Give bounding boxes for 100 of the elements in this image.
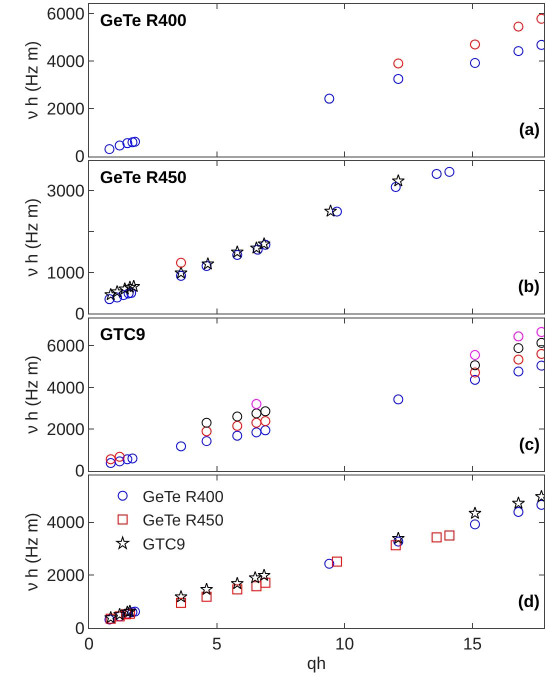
- point: [513, 354, 524, 365]
- point: [393, 536, 404, 547]
- point: [432, 532, 442, 542]
- chart-title: GTC9: [100, 325, 146, 344]
- point: [260, 425, 270, 436]
- point: [260, 578, 270, 588]
- point: [124, 288, 134, 298]
- point: [393, 58, 404, 68]
- point: [390, 182, 401, 192]
- y-tick-label: 2000: [46, 566, 85, 586]
- point: [248, 570, 262, 584]
- y-axis-title: ν h (Hz m): [22, 40, 42, 120]
- y-tick-label: 3000: [46, 182, 85, 201]
- y-tick-label: 4000: [46, 513, 85, 532]
- point: [202, 426, 212, 436]
- point: [470, 374, 480, 385]
- point: [104, 288, 118, 300]
- chart-title: GeTe R450: [100, 168, 187, 187]
- point: [110, 285, 124, 298]
- y-axis-title: ν h (Hz m): [22, 198, 42, 277]
- y-tick-label: 1000: [46, 264, 85, 283]
- annotation: (c): [519, 435, 540, 454]
- point: [432, 168, 442, 179]
- point: [174, 266, 188, 279]
- point: [106, 454, 116, 464]
- legend-label: GeTe R450: [142, 512, 224, 530]
- point: [114, 140, 125, 151]
- point: [113, 608, 126, 620]
- y-tick-label: 0: [75, 304, 85, 324]
- point: [124, 608, 135, 619]
- point: [251, 581, 262, 592]
- point: [260, 406, 270, 416]
- point: [324, 558, 334, 569]
- point: [114, 452, 125, 462]
- point: [444, 530, 454, 540]
- legend-label: GeTe R400: [142, 488, 224, 506]
- point: [392, 174, 405, 186]
- point: [260, 240, 270, 250]
- point: [232, 430, 242, 441]
- point: [468, 506, 482, 519]
- point: [251, 408, 262, 418]
- point: [230, 576, 244, 590]
- point: [127, 280, 140, 292]
- point: [513, 331, 524, 342]
- point: [512, 496, 525, 509]
- point: [176, 270, 186, 281]
- point: [104, 144, 114, 154]
- point: [392, 532, 405, 544]
- y-tick-label: 0: [75, 618, 85, 638]
- point: [127, 137, 138, 148]
- y-tick-label: 6000: [46, 4, 85, 24]
- point: [200, 582, 214, 596]
- point: [393, 394, 404, 404]
- point: [252, 244, 263, 255]
- point: [104, 294, 114, 304]
- point: [513, 46, 524, 56]
- point: [120, 605, 134, 618]
- point: [122, 454, 132, 464]
- point: [127, 453, 138, 464]
- annotation: (d): [518, 592, 540, 611]
- legend-label: GTC9: [142, 536, 186, 554]
- point: [470, 350, 480, 360]
- point: [230, 245, 244, 258]
- point: [513, 366, 524, 376]
- point: [390, 540, 401, 550]
- y-tick-label: 4000: [46, 378, 85, 398]
- point: [201, 257, 214, 270]
- x-axis-title: qh: [307, 654, 326, 673]
- point: [123, 604, 136, 617]
- y-tick-label: 6000: [46, 336, 85, 356]
- point: [130, 606, 140, 617]
- point: [251, 427, 262, 438]
- point: [324, 94, 334, 104]
- point: [104, 610, 118, 624]
- x-tick-label: 10: [335, 634, 354, 654]
- y-tick-label: 2000: [46, 420, 85, 439]
- point: [324, 204, 338, 217]
- point: [332, 206, 342, 217]
- y-axis-title: ν h (Hz m): [22, 355, 42, 434]
- point: [232, 584, 242, 594]
- point: [332, 556, 342, 567]
- y-tick-label: 4000: [46, 52, 85, 72]
- point: [176, 258, 186, 268]
- point: [470, 58, 480, 68]
- x-tick-label: 15: [462, 634, 482, 654]
- point: [470, 368, 480, 378]
- point: [122, 138, 132, 148]
- point: [112, 292, 122, 303]
- point: [130, 136, 140, 147]
- point: [251, 399, 262, 409]
- point: [513, 22, 524, 32]
- point: [260, 416, 270, 426]
- point: [118, 290, 129, 300]
- point: [251, 418, 262, 428]
- y-tick-label: 2000: [46, 100, 85, 119]
- point: [114, 456, 125, 466]
- point: [470, 519, 480, 530]
- point: [202, 261, 212, 272]
- point: [258, 568, 271, 581]
- point: [202, 418, 212, 428]
